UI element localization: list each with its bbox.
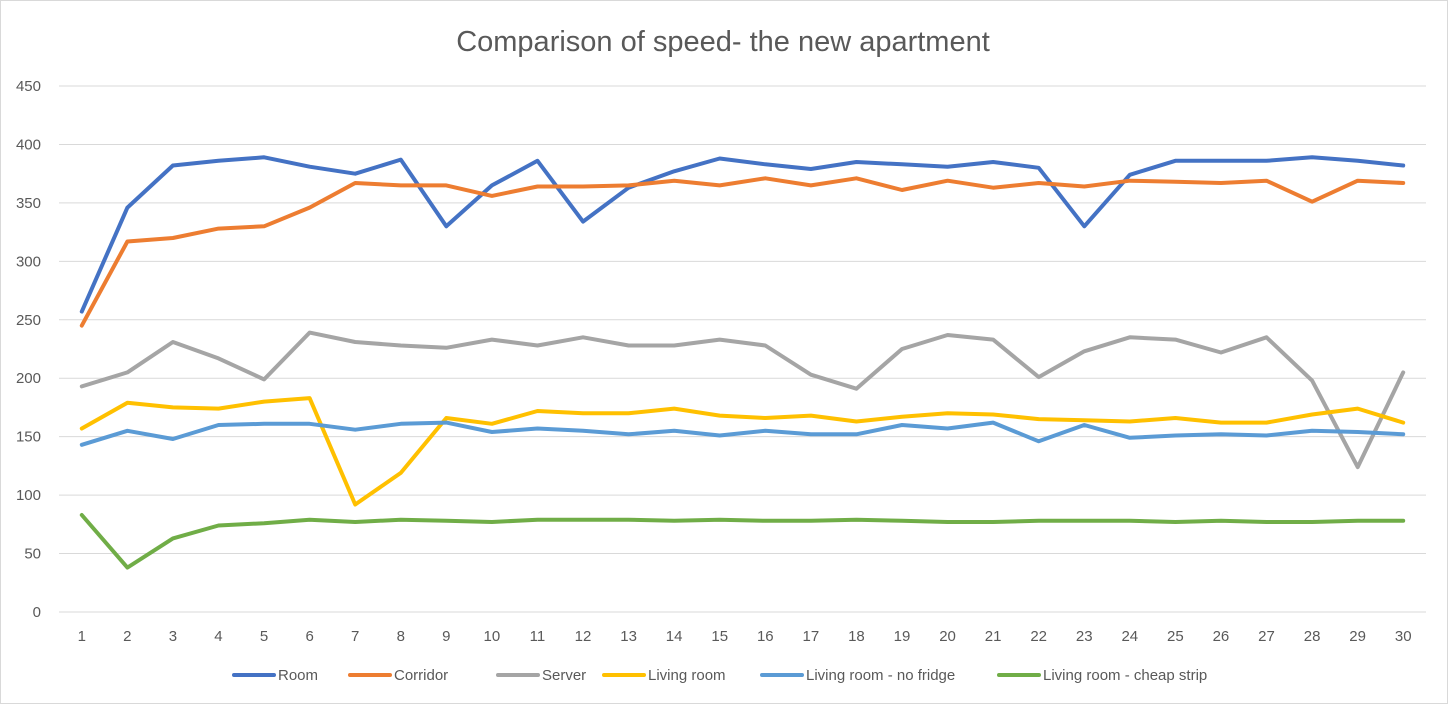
y-tick-label: 100 xyxy=(16,487,41,504)
y-tick-label: 400 xyxy=(16,136,41,153)
legend-label-0: Room xyxy=(278,667,318,684)
legend-label-4: Living room - no fridge xyxy=(806,667,955,684)
x-tick-label: 20 xyxy=(939,628,956,645)
x-tick-label: 3 xyxy=(169,628,177,645)
y-tick-label: 350 xyxy=(16,195,41,212)
series-line-3 xyxy=(79,396,1406,507)
x-tick-label: 27 xyxy=(1258,628,1275,645)
x-tick-label: 16 xyxy=(757,628,774,645)
x-tick-label: 26 xyxy=(1213,628,1230,645)
x-tick-label: 5 xyxy=(260,628,268,645)
x-tick-label: 30 xyxy=(1395,628,1412,645)
legend-label-3: Living room xyxy=(648,667,726,684)
x-tick-label: 29 xyxy=(1349,628,1366,645)
x-tick-label: 25 xyxy=(1167,628,1184,645)
y-tick-label: 450 xyxy=(16,78,41,95)
y-tick-label: 50 xyxy=(24,546,41,563)
x-tick-label: 17 xyxy=(803,628,820,645)
x-tick-label: 15 xyxy=(711,628,728,645)
x-tick-label: 21 xyxy=(985,628,1002,645)
x-tick-label: 19 xyxy=(894,628,911,645)
legend-label-1: Corridor xyxy=(394,667,448,684)
x-tick-label: 24 xyxy=(1121,628,1138,645)
y-tick-label: 250 xyxy=(16,312,41,329)
series-line-2 xyxy=(79,330,1406,470)
x-tick-label: 10 xyxy=(484,628,501,645)
x-tick-label: 8 xyxy=(397,628,405,645)
series-line-1 xyxy=(79,176,1406,328)
y-tick-label: 0 xyxy=(33,604,41,621)
series-line-4 xyxy=(79,420,1406,447)
series-line-5 xyxy=(79,513,1406,570)
x-tick-label: 1 xyxy=(78,628,86,645)
x-tick-label: 11 xyxy=(530,628,546,645)
x-tick-label: 12 xyxy=(575,628,592,645)
series-line-0 xyxy=(79,155,1406,314)
legend-label-2: Server xyxy=(542,667,586,684)
x-tick-label: 4 xyxy=(214,628,222,645)
y-tick-label: 300 xyxy=(16,253,41,270)
x-tick-label: 9 xyxy=(442,628,450,645)
y-tick-label: 150 xyxy=(16,429,41,446)
x-tick-label: 23 xyxy=(1076,628,1093,645)
x-tick-label: 13 xyxy=(620,628,637,645)
x-tick-label: 7 xyxy=(351,628,359,645)
legend: Room Corridor Server Living room Living room… xyxy=(232,667,1207,684)
y-axis-ticks: 0 50 100 150 200 250 300 350 400 450 xyxy=(16,78,41,621)
series-lines xyxy=(79,155,1406,570)
x-tick-label: 22 xyxy=(1030,628,1047,645)
x-tick-label: 6 xyxy=(305,628,313,645)
x-tick-label: 28 xyxy=(1304,628,1321,645)
gridlines xyxy=(59,85,1426,613)
legend-label-5: Living room - cheap strip xyxy=(1043,667,1207,684)
x-tick-label: 2 xyxy=(123,628,131,645)
y-tick-label: 200 xyxy=(16,370,41,387)
x-axis-ticks: 1 2 3 4 5 6 7 8 9 10 11 12 13 14 15 16 17 18 19 20 21 22 23 24 2… xyxy=(78,628,1412,645)
chart-title: Comparison of speed- the new apartment xyxy=(456,26,990,58)
x-tick-label: 14 xyxy=(666,628,683,645)
x-tick-label: 18 xyxy=(848,628,865,645)
